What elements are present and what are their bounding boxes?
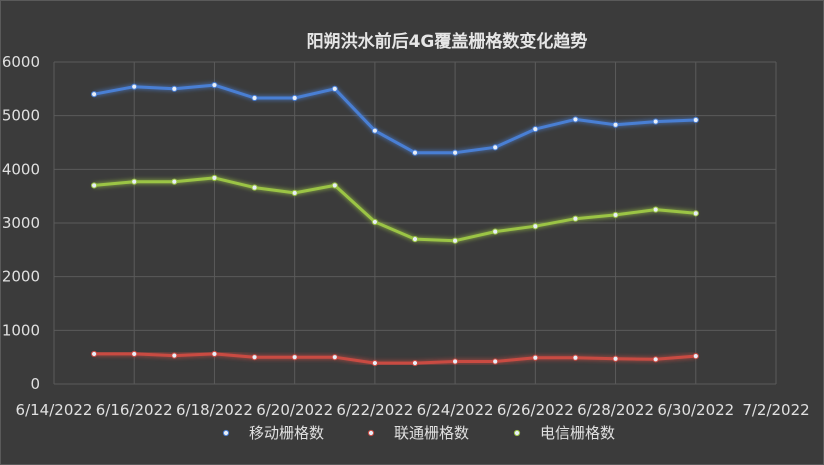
data-point [211, 350, 218, 358]
data-point [572, 215, 579, 222]
x-tick-label: 6/18/2022 [176, 401, 253, 419]
data-point [692, 116, 699, 124]
data-point [131, 178, 138, 185]
y-tick-label: 6000 [2, 53, 40, 71]
x-tick-label: 6/14/2022 [16, 401, 93, 419]
data-point [131, 83, 138, 90]
data-point [251, 94, 258, 102]
data-point [411, 149, 419, 156]
series-lines [91, 81, 699, 367]
data-point [291, 189, 298, 197]
legend-marker [367, 429, 375, 437]
data-point [91, 182, 98, 189]
data-point [492, 144, 499, 151]
data-point [171, 352, 178, 359]
data-point [652, 356, 659, 363]
y-tick-label: 4000 [2, 160, 40, 178]
data-point [291, 94, 298, 102]
x-tick-label: 6/24/2022 [417, 401, 494, 419]
data-point [411, 236, 419, 243]
data-point [532, 125, 539, 133]
data-point [211, 81, 218, 89]
data-point [492, 358, 499, 365]
legend-label: 移动栅格数 [249, 424, 324, 442]
data-point [652, 118, 659, 125]
y-tick-label: 2000 [2, 268, 40, 286]
x-tick-label: 7/2/2022 [742, 401, 809, 419]
legend-marker [222, 429, 230, 437]
data-point [572, 354, 579, 361]
legend-label: 电信栅格数 [540, 424, 615, 442]
legend-marker [513, 429, 521, 437]
grid [53, 61, 777, 385]
data-point [171, 178, 178, 185]
data-point [331, 354, 338, 361]
data-point [612, 121, 619, 128]
data-point [131, 350, 138, 358]
series-line [94, 352, 696, 365]
data-point [251, 184, 258, 191]
data-point [371, 359, 378, 367]
y-tick-label: 1000 [2, 321, 40, 339]
data-point [452, 149, 459, 156]
x-tick-label: 6/22/2022 [336, 401, 413, 419]
data-point [171, 85, 178, 92]
x-tick-label: 6/28/2022 [577, 401, 654, 419]
data-point [452, 358, 459, 365]
data-point [371, 218, 378, 226]
data-point [371, 127, 378, 134]
y-tick-label: 3000 [2, 214, 40, 232]
series-line [93, 83, 696, 155]
data-point [91, 91, 98, 98]
data-point [91, 350, 98, 358]
y-tick-label: 0 [30, 375, 40, 393]
data-point [572, 116, 579, 123]
data-point [411, 359, 419, 367]
data-point [291, 354, 298, 361]
data-point [612, 211, 619, 219]
data-point [492, 228, 499, 235]
chart-title: 阳朔洪水前后4G覆盖栅格数变化趋势 [307, 31, 588, 52]
x-tick-label: 6/20/2022 [256, 401, 333, 419]
data-point [331, 182, 338, 189]
x-axis-ticks: 6/14/2022 6/16/2022 6/18/2022 6/20/2022 6/22… [16, 401, 810, 419]
series-line [93, 176, 696, 243]
data-point [692, 352, 699, 360]
data-point [452, 237, 459, 244]
x-tick-label: 6/16/2022 [96, 401, 173, 419]
legend-label: 联通栅格数 [394, 424, 469, 442]
data-point [652, 206, 659, 213]
data-point [612, 355, 619, 362]
y-axis-ticks: 0 1000 2000 3000 4000 5000 6000 [2, 53, 40, 393]
data-point [532, 223, 539, 230]
x-tick-label: 6/26/2022 [497, 401, 574, 419]
data-point [251, 354, 258, 361]
data-point [692, 210, 699, 217]
legend: 移动栅格数 联通栅格数 电信栅格数 [209, 424, 615, 442]
data-point [532, 354, 539, 361]
y-tick-label: 5000 [2, 107, 40, 125]
data-point [211, 174, 218, 182]
x-tick-label: 6/30/2022 [657, 401, 734, 419]
data-point [331, 85, 338, 92]
